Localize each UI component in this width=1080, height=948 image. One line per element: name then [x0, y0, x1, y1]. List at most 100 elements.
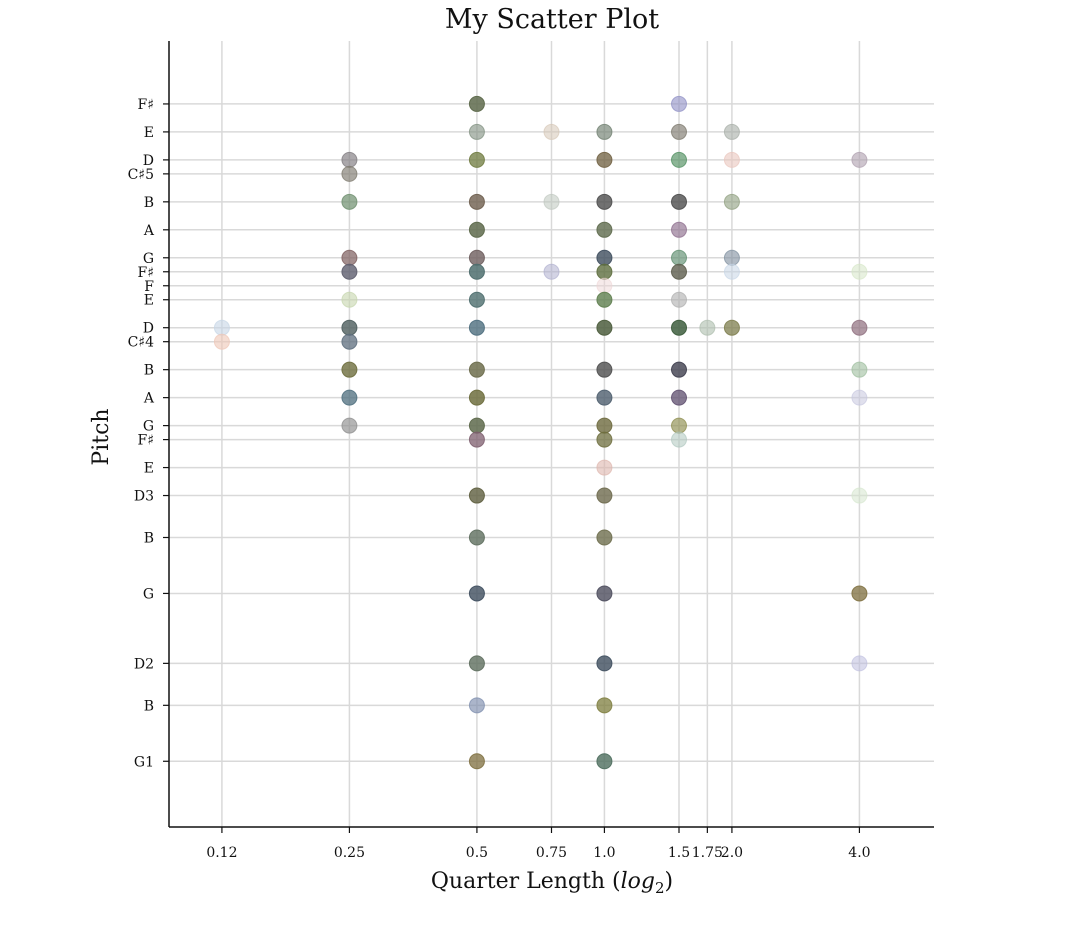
chart-title: My Scatter Plot: [445, 4, 659, 35]
scatter-point: [341, 361, 358, 378]
y-axis-label: Pitch: [89, 408, 114, 465]
x-grid-lines: [221, 41, 861, 827]
y-tick-label: E: [144, 293, 154, 309]
scatter-point: [468, 361, 485, 378]
x-tick-label: 2.0: [721, 845, 743, 861]
scatter-point: [596, 487, 613, 504]
scatter-point: [341, 333, 358, 350]
scatter-point: [596, 319, 613, 336]
scatter-point: [468, 655, 485, 672]
scatter-point: [468, 585, 485, 602]
scatter-point: [468, 529, 485, 546]
x-tick-label: 1.0: [593, 845, 615, 861]
scatter-point: [341, 319, 358, 336]
scatter-point: [543, 263, 560, 280]
scatter-point: [723, 249, 740, 266]
scatter-point: [468, 193, 485, 210]
x-axis-label: Quarter Length (log2): [431, 869, 673, 897]
scatter-point: [468, 753, 485, 770]
scatter-point: [596, 361, 613, 378]
scatter-point: [596, 123, 613, 140]
scatter-point: [671, 389, 687, 406]
x-tick-label: 1.75: [692, 845, 723, 861]
scatter-point: [543, 123, 560, 140]
y-tick-label: B: [144, 530, 154, 546]
y-tick-label: F♯: [138, 433, 155, 449]
x-tick-labels: 0.12 0.25 0.5 0.75 1.0 1.5 1.752.0 4.0: [206, 827, 871, 861]
scatter-point: [671, 95, 687, 112]
scatter-point: [468, 221, 485, 238]
y-tick-label: D3: [134, 489, 154, 505]
scatter-point: [723, 123, 740, 140]
scatter-point: [596, 529, 613, 546]
scatter-point: [671, 221, 687, 238]
scatter-point: [341, 389, 358, 406]
scatter-point: [671, 249, 687, 266]
scatter-point: [468, 249, 485, 266]
scatter-point: [596, 291, 613, 308]
scatter-point: [341, 263, 358, 280]
scatter-point: [671, 123, 687, 140]
y-tick-label: G: [143, 586, 154, 602]
scatter-point: [341, 151, 358, 168]
scatter-point: [596, 697, 613, 714]
scatter-point: [596, 151, 613, 168]
scatter-point: [596, 417, 613, 434]
scatter-point: [671, 151, 687, 168]
scatter-point: [596, 249, 613, 266]
y-tick-label: C♯5: [128, 167, 154, 183]
scatter-point: [851, 263, 868, 280]
x-axis-label-text: Quarter Length (: [431, 869, 621, 894]
scatter-point: [723, 151, 740, 168]
scatter-point: [468, 389, 485, 406]
y-tick-label: A: [143, 223, 155, 239]
scatter-point: [468, 319, 485, 336]
scatter-point: [671, 291, 687, 308]
scatter-point: [213, 319, 230, 336]
scatter-point: [468, 431, 485, 448]
scatter-point: [468, 151, 485, 168]
scatter-point: [596, 753, 613, 770]
y-tick-label: B: [144, 363, 154, 379]
scatter-point: [671, 361, 687, 378]
y-tick-label: D: [143, 321, 154, 337]
scatter-point: [596, 277, 613, 294]
scatter-point: [596, 655, 613, 672]
x-tick-label: 0.25: [334, 845, 365, 861]
scatter-point: [596, 221, 613, 238]
scatter-point: [671, 319, 687, 336]
scatter-point: [213, 333, 230, 350]
y-tick-label: G: [143, 251, 154, 267]
scatter-point: [468, 487, 485, 504]
x-tick-label: 4.0: [848, 845, 870, 861]
scatter-point: [851, 319, 868, 336]
y-tick-label: C♯4: [128, 335, 154, 351]
y-tick-label: B: [144, 698, 154, 714]
scatter-point: [341, 193, 358, 210]
scatter-point: [671, 193, 687, 210]
scatter-point: [851, 151, 868, 168]
scatter-point: [596, 193, 613, 210]
scatter-point: [596, 459, 613, 476]
scatter-point: [468, 291, 485, 308]
scatter-point: [671, 263, 687, 280]
scatter-point: [723, 263, 740, 280]
y-tick-label: E: [144, 461, 154, 477]
y-tick-label: D2: [134, 656, 154, 672]
scatter-point: [596, 585, 613, 602]
y-tick-label: G1: [134, 754, 154, 770]
scatter-point: [341, 249, 358, 266]
scatter-point: [851, 487, 868, 504]
y-tick-label: F♯: [138, 265, 155, 281]
scatter-point: [341, 417, 358, 434]
x-tick-label: 0.12: [206, 845, 237, 861]
scatter-point: [468, 95, 485, 112]
scatter-point: [699, 319, 716, 336]
scatter-point: [341, 165, 358, 182]
scatter-point: [468, 417, 485, 434]
scatter-point: [851, 389, 868, 406]
scatter-point: [851, 361, 868, 378]
scatter-point: [723, 319, 740, 336]
